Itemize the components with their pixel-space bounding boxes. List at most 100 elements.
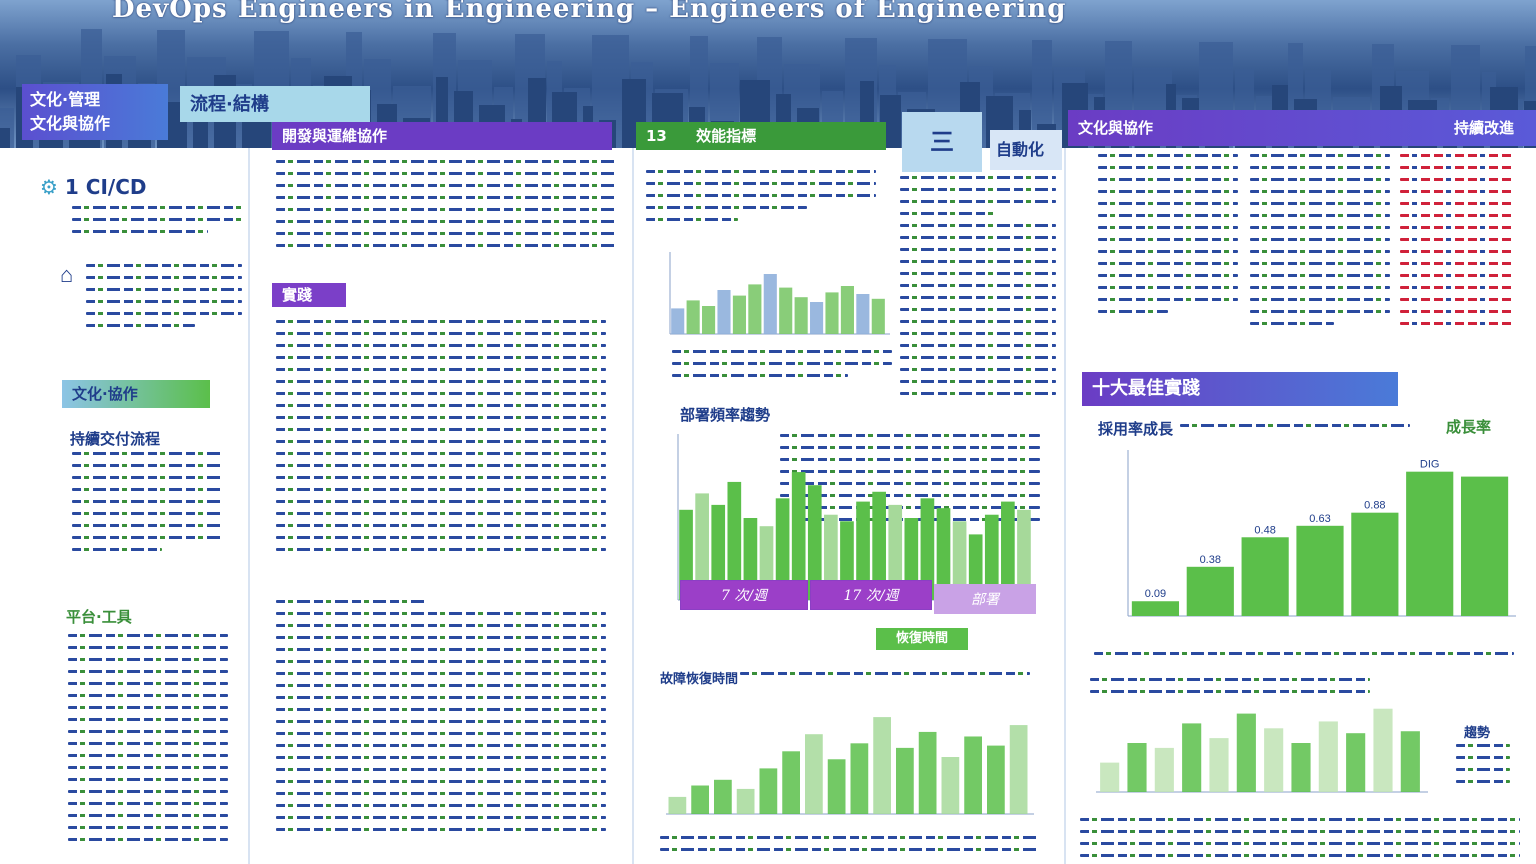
tile-mid-right-label: 自動化 bbox=[996, 140, 1045, 159]
col4-chart-right-label: 成長率 bbox=[1446, 418, 1492, 436]
chart-bar bbox=[1400, 731, 1420, 792]
col2-header-label: 開發與運維協作 bbox=[282, 127, 388, 145]
col3-chart2-title: 部署頻率趨勢 bbox=[680, 406, 771, 424]
col2-subhead-bar: 實踐 bbox=[272, 283, 346, 307]
divider-2 bbox=[632, 148, 634, 864]
chart-bar bbox=[856, 294, 870, 334]
chart-bar bbox=[941, 757, 960, 814]
chart-bar bbox=[671, 308, 685, 334]
gear-icon: ⚙ bbox=[40, 175, 58, 199]
skyline-building-back bbox=[1032, 40, 1052, 148]
col2-text-1 bbox=[276, 160, 616, 270]
chart-bar bbox=[1241, 537, 1289, 616]
col4-text-8 bbox=[1080, 818, 1520, 864]
col4-text-4 bbox=[1180, 424, 1410, 438]
chart-bar bbox=[686, 300, 700, 334]
chart-bar-label: 0.09 bbox=[1145, 588, 1166, 600]
chart-bar bbox=[850, 743, 869, 814]
col4-subhead-label: 十大最佳實踐 bbox=[1092, 378, 1200, 399]
legend-item-2: 17 次/週 bbox=[810, 580, 932, 610]
col4-text-6 bbox=[1090, 678, 1370, 708]
col4-bottom-label: 趨勢 bbox=[1464, 726, 1491, 741]
chart-bar bbox=[888, 504, 903, 600]
col4-text-5 bbox=[1094, 652, 1514, 668]
col3-text-6 bbox=[660, 836, 1040, 864]
tile-top-left-sub: 文化與協作 bbox=[30, 114, 111, 133]
chart-bar bbox=[824, 514, 838, 600]
chart-bar-label: 0.63 bbox=[1309, 513, 1330, 525]
chart-bar bbox=[702, 306, 716, 334]
chart-bar-label: 0.48 bbox=[1254, 524, 1275, 536]
chart-bar bbox=[1264, 728, 1284, 792]
col2-subhead-label: 實踐 bbox=[282, 286, 313, 304]
chart-bar bbox=[791, 472, 806, 600]
chart-bar-label: 0.88 bbox=[1364, 500, 1385, 512]
col3-text-5 bbox=[740, 672, 1030, 692]
col4-header-right: 持續改進 bbox=[1453, 119, 1514, 137]
chart-bar bbox=[1100, 762, 1120, 792]
tile-top-center-label: 流程·結構 bbox=[190, 94, 269, 115]
chart-recovery-time bbox=[666, 717, 1034, 815]
chart-bar bbox=[1291, 743, 1311, 792]
chart-bar bbox=[873, 717, 891, 814]
chart-bar bbox=[759, 768, 778, 814]
chart-bar bbox=[714, 779, 732, 814]
chart-bar bbox=[743, 518, 758, 600]
col1-logo-label: 1 CI/CD bbox=[64, 175, 147, 199]
col1-text-1 bbox=[72, 206, 242, 246]
col4-chart-title: 採用率成長 bbox=[1098, 420, 1174, 438]
divider-1 bbox=[248, 148, 250, 864]
col3-green-tag: 恢復時間 bbox=[876, 628, 968, 650]
chart-bar bbox=[964, 736, 982, 814]
chart-bar bbox=[825, 292, 839, 334]
chart-bar bbox=[691, 785, 709, 814]
col2-text-3 bbox=[276, 600, 606, 864]
chart-bar bbox=[872, 491, 886, 600]
col3-text-2 bbox=[672, 350, 892, 390]
chart-bar bbox=[1346, 733, 1366, 792]
chart-bar-label: DIG bbox=[1420, 459, 1440, 471]
col1-logo-text: ⚙ 1 CI/CD bbox=[40, 175, 147, 199]
chart-bar bbox=[1296, 525, 1344, 616]
col4-text-1 bbox=[1098, 154, 1238, 344]
tile-top-left: 文化·管理 文化與協作 bbox=[22, 84, 168, 140]
divider-3 bbox=[1064, 148, 1066, 864]
col3-header-label: 效能指標 bbox=[696, 127, 757, 145]
chart-bar bbox=[1236, 713, 1256, 792]
skyline-building-front bbox=[193, 116, 208, 148]
chart-bar bbox=[695, 493, 709, 600]
chart-bar bbox=[904, 518, 919, 600]
chart-bar bbox=[679, 509, 693, 600]
col2-text-2 bbox=[276, 320, 606, 580]
chart-bar bbox=[918, 731, 937, 814]
chart-bar bbox=[782, 751, 800, 814]
col3-text-3 bbox=[900, 176, 1056, 406]
col1-subhead-bar: 文化·協作 bbox=[62, 380, 210, 408]
chart-bar bbox=[807, 485, 822, 600]
chart-bar bbox=[805, 734, 823, 814]
chart-bar bbox=[775, 498, 790, 600]
skyline-building-back bbox=[1525, 46, 1536, 148]
tile-mid-icon: 三 bbox=[902, 112, 982, 172]
chart-bar bbox=[896, 747, 914, 814]
col1-text-3 bbox=[72, 452, 222, 582]
chart-bar bbox=[1131, 601, 1180, 616]
banner-title: DevOps Engineers in Engineering – Engine… bbox=[112, 0, 1067, 24]
chart-bar bbox=[1009, 725, 1028, 814]
chart-bar bbox=[968, 534, 983, 600]
chart-bar bbox=[987, 745, 1005, 814]
col3-header-number: 13 bbox=[646, 127, 667, 145]
chart-bar bbox=[736, 788, 755, 814]
chart-bar bbox=[763, 274, 777, 334]
chart-bar bbox=[936, 508, 951, 600]
col4-text-3 bbox=[1400, 154, 1512, 354]
col4-text-7 bbox=[1456, 744, 1510, 800]
skyline-building-front bbox=[0, 128, 10, 148]
chart-bar bbox=[668, 796, 687, 814]
chart-bar bbox=[810, 302, 824, 334]
col1-text-2 bbox=[86, 264, 242, 354]
chart-bar bbox=[1182, 723, 1202, 792]
chart-bar bbox=[748, 284, 762, 334]
chart-bar bbox=[1351, 512, 1399, 616]
col1-text-4 bbox=[68, 634, 228, 864]
